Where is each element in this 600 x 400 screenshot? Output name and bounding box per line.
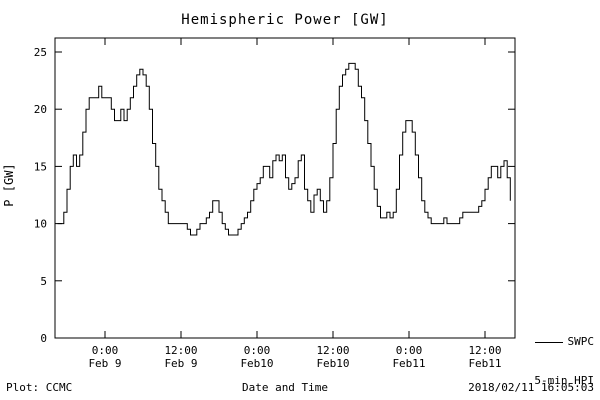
legend: SWPC 5-min HPI — [534, 309, 594, 400]
x-tick-date-label: Feb11 — [392, 357, 425, 370]
legend-line-sample-icon — [534, 341, 563, 343]
x-tick-time-label: 0:00 — [244, 344, 271, 357]
x-tick-time-label: 12:00 — [316, 344, 349, 357]
x-tick-time-label: 12:00 — [468, 344, 501, 357]
y-tick-label: 10 — [34, 218, 47, 231]
y-tick-label: 0 — [40, 332, 47, 345]
x-tick-date-label: Feb10 — [316, 357, 349, 370]
legend-series-label: 5-min HPI — [534, 374, 594, 387]
chart-title: Hemispheric Power [GW] — [181, 12, 389, 28]
x-tick-date-label: Feb 9 — [88, 357, 121, 370]
x-tick-date-label: Feb10 — [240, 357, 273, 370]
legend-row-source: SWPC — [534, 335, 594, 348]
x-tick-date-label: Feb 9 — [164, 357, 197, 370]
y-tick-label: 5 — [40, 275, 47, 288]
x-tick-time-label: 0:00 — [92, 344, 119, 357]
footer-timestamp: 2018/02/11 16:05:03 — [468, 381, 594, 394]
hpi-series-line — [57, 62, 511, 236]
footer-plot-credit: Plot: CCMC — [6, 381, 73, 394]
y-tick-label: 20 — [34, 103, 47, 116]
x-tick-time-label: 12:00 — [164, 344, 197, 357]
x-tick-time-label: 0:00 — [396, 344, 423, 357]
y-tick-label: 25 — [34, 46, 47, 59]
x-tick-date-label: Feb11 — [468, 357, 501, 370]
legend-source-label: SWPC — [567, 335, 595, 348]
y-tick-label: 15 — [34, 160, 47, 173]
plot-border — [54, 37, 516, 339]
y-axis-label: P [GW] — [2, 163, 16, 207]
x-axis-label: Date and Time — [241, 381, 329, 394]
